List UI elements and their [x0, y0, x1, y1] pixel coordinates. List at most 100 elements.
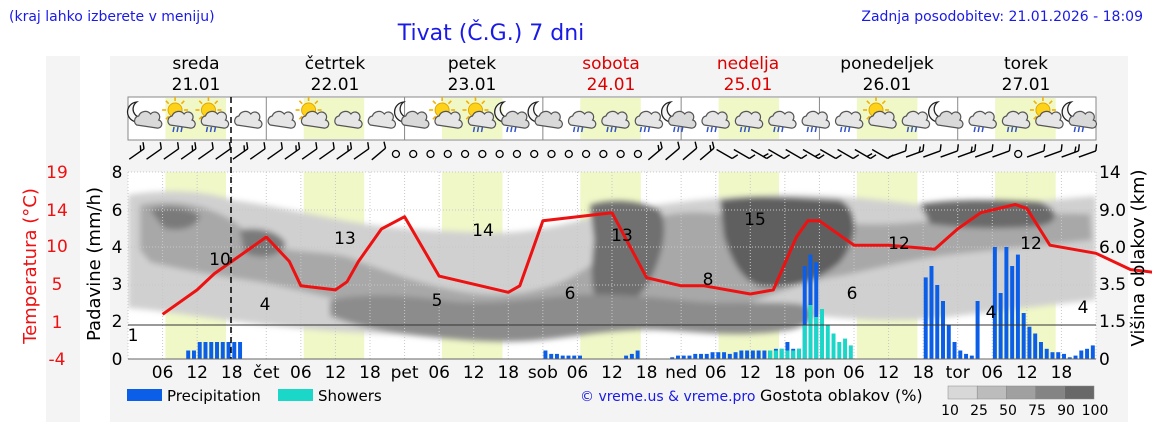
- wind-barb: [940, 144, 959, 158]
- credit-link[interactable]: © vreme.us & vreme.pro: [580, 389, 755, 405]
- wind-barb-shaft: [267, 148, 283, 160]
- precip-bar: [745, 350, 750, 359]
- sun-ray: [881, 100, 886, 105]
- precip-bar: [1038, 342, 1043, 359]
- cloud-shape: [668, 110, 697, 129]
- wind-barb-shaft: [232, 148, 249, 160]
- wind-barb: [905, 144, 925, 158]
- wind-barb: [319, 142, 335, 160]
- wind-barb-shaft: [785, 148, 802, 160]
- cloud-shape: [868, 110, 897, 129]
- wind-calm: [409, 149, 418, 159]
- cloud-layer-dark-4: [150, 207, 286, 257]
- wind-barb-shaft: [371, 147, 386, 161]
- wind-barb: [180, 142, 197, 160]
- raindrop: [773, 126, 776, 133]
- precip-bar: [1050, 352, 1055, 359]
- precip-bar: [566, 355, 571, 359]
- sun-cloud-icon: [295, 97, 330, 129]
- cloud-shape: [367, 110, 397, 129]
- precip-bar: [209, 342, 214, 359]
- wind-barb-shaft: [854, 148, 871, 160]
- cloud-layer-dark-2: [720, 196, 855, 287]
- raindrop: [572, 126, 576, 133]
- cloud-height-tick: 0: [1099, 350, 1110, 370]
- temperature-label: 1: [128, 326, 139, 346]
- cloud-shape: [334, 110, 363, 129]
- raindrop: [639, 126, 643, 133]
- wind-barb-shaft: [647, 147, 663, 161]
- x-tick-label: 18: [497, 363, 519, 383]
- wind-barb: [923, 144, 942, 158]
- x-tick-label: 18: [636, 363, 658, 383]
- precip-bar: [814, 262, 819, 359]
- wind-calm: [616, 149, 625, 159]
- raindrop: [1081, 126, 1085, 133]
- temperature-labels: 1 10 4 13 5 14 6 13 8 15 6 12 4 12 4: [128, 210, 1089, 346]
- region-hint[interactable]: (kraj lahko izberete v meniju): [9, 9, 215, 25]
- cloud-shape: [634, 110, 664, 129]
- precip-bar: [722, 352, 727, 359]
- temperature-label: 12: [1020, 234, 1042, 254]
- precip-bar: [699, 353, 703, 359]
- wind-barb-shaft: [180, 148, 197, 160]
- raindrop: [506, 126, 509, 133]
- precipitation-axis-ticks: 8 6 4 3 2 0: [112, 163, 123, 370]
- wind-barb-shaft: [819, 148, 837, 160]
- wind-barb: [128, 142, 145, 160]
- day-name: četrtek: [305, 54, 366, 74]
- precip-bar: [756, 350, 761, 359]
- cloud-density-level: 90: [1057, 403, 1075, 419]
- x-tick-label: 12: [739, 363, 761, 383]
- x-tick-label: 12: [1016, 363, 1038, 383]
- sun-cloud-rain-icon: [162, 97, 196, 133]
- wind-barb: [163, 142, 180, 160]
- cloud-shape: [200, 110, 230, 129]
- precip-bar: [802, 266, 807, 359]
- raindrop: [906, 126, 910, 133]
- precip-bar: [1085, 348, 1090, 359]
- cloud-layer-lower: [330, 294, 813, 342]
- temperature-label: 6: [565, 284, 576, 304]
- precip-bar: [941, 301, 945, 359]
- temperature-tick: 10: [46, 237, 68, 257]
- moon-cloud-icon: [527, 101, 563, 129]
- raindrop: [839, 126, 843, 133]
- precip-bar: [554, 353, 559, 359]
- wind-barb: [819, 148, 842, 160]
- shower-bar: [791, 350, 796, 359]
- x-tick-label: 06: [428, 363, 450, 383]
- x-tick-label: 18: [774, 363, 796, 383]
- wind-barb-feather: [818, 154, 825, 160]
- cloud-density-swatch: [976, 385, 1007, 400]
- cloud-shape: [534, 110, 563, 129]
- shower-bars: [768, 305, 853, 359]
- wind-barb: [146, 142, 162, 160]
- cloud-shape: [467, 110, 497, 129]
- wind-barb-shaft: [215, 148, 231, 160]
- wind-barb: [336, 142, 353, 160]
- precip-bar: [762, 350, 767, 359]
- x-tick-label: ned: [665, 363, 697, 383]
- shower-bar: [820, 309, 824, 359]
- temperature-label: 10: [209, 250, 231, 270]
- shower-bar: [843, 338, 848, 359]
- raindrop: [172, 126, 175, 133]
- x-tick-label: 06: [567, 363, 589, 383]
- sun-cloud-rain-icon: [195, 97, 230, 133]
- wind-barb: [992, 144, 1011, 158]
- raindrop: [810, 126, 814, 133]
- wind-barb-shaft: [837, 148, 854, 160]
- cloud-density-level: 25: [970, 403, 988, 419]
- sun-ray: [432, 100, 437, 105]
- x-tick-label: pon: [803, 363, 835, 383]
- raindrop: [1077, 126, 1081, 133]
- wind-barb-shaft: [750, 148, 768, 160]
- precip-bar: [964, 353, 969, 359]
- cloud-density-level: 100: [1082, 403, 1109, 419]
- raindrop: [480, 126, 484, 133]
- wind-barb-shaft: [768, 148, 785, 160]
- x-tick-label: 12: [601, 363, 623, 383]
- raindrop: [180, 126, 183, 133]
- wind-calm: [581, 149, 591, 159]
